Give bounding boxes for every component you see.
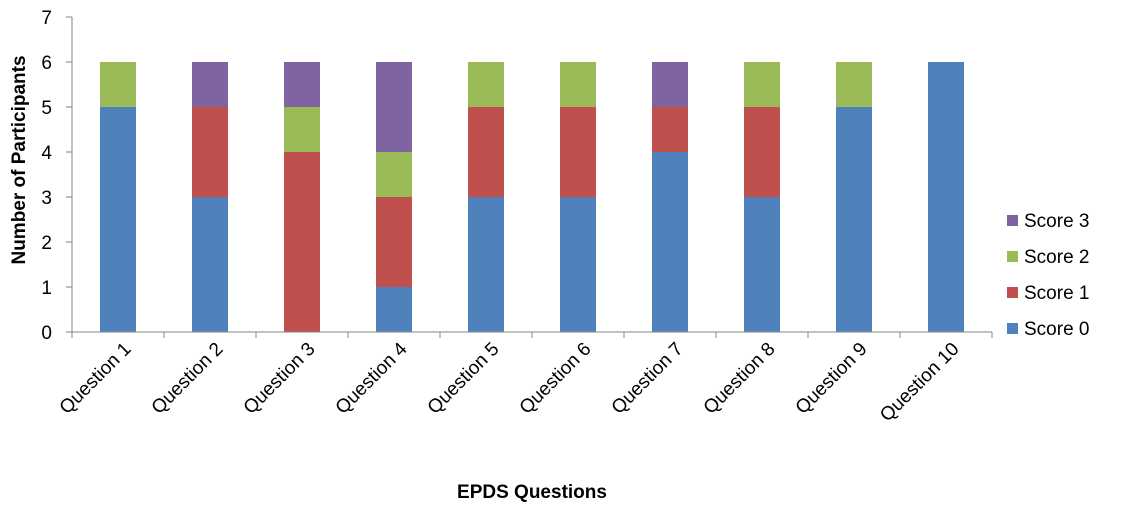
bar-segment-score-0-8 xyxy=(744,197,780,332)
bar-segment-score-2-5 xyxy=(468,62,504,107)
bar-segment-score-3-7 xyxy=(652,62,688,107)
legend-label: Score 0 xyxy=(1024,319,1089,340)
x-tick-label: Question 7 xyxy=(608,339,688,419)
x-tick-labels: Question 1 Question 2 Question 3 Question 4… xyxy=(56,338,964,426)
bar-segment-score-1-5 xyxy=(468,107,504,197)
bar-segment-score-2-8 xyxy=(744,62,780,107)
legend-swatch xyxy=(1007,251,1018,262)
x-tick-label: Question 4 xyxy=(332,338,412,418)
bar-segment-score-2-3 xyxy=(284,107,320,152)
y-tick-labels: 0 1 2 3 4 5 6 7 xyxy=(41,8,52,344)
legend-label: Score 2 xyxy=(1024,247,1089,268)
bar-segment-score-0-5 xyxy=(468,197,504,332)
legend-item: Score 2 xyxy=(1007,247,1089,268)
bar-segment-score-2-9 xyxy=(836,62,872,107)
y-axis-title: Number of Participants xyxy=(9,55,30,264)
legend-swatch xyxy=(1007,323,1018,334)
y-tick-label: 4 xyxy=(41,143,52,164)
bars-group xyxy=(100,62,964,332)
bar-segment-score-1-4 xyxy=(376,197,412,287)
axes-group xyxy=(66,16,993,338)
legend-label: Score 1 xyxy=(1024,283,1089,304)
bar-segment-score-1-7 xyxy=(652,107,688,152)
x-tick-label: Question 8 xyxy=(700,339,780,419)
bar-segment-score-0-10 xyxy=(928,62,964,332)
x-tick-label: Question 1 xyxy=(56,339,136,419)
legend-item: Score 1 xyxy=(1007,283,1089,304)
bar-segment-score-0-9 xyxy=(836,107,872,332)
legend: Score 3 Score 2 Score 1 Score 0 xyxy=(1007,211,1089,340)
bar-segment-score-0-7 xyxy=(652,152,688,332)
x-tick-label: Question 10 xyxy=(876,339,963,426)
y-tick-label: 0 xyxy=(41,323,52,344)
bar-segment-score-0-1 xyxy=(100,107,136,332)
bar-segment-score-1-8 xyxy=(744,107,780,197)
legend-label: Score 3 xyxy=(1024,211,1089,232)
y-tick-label: 3 xyxy=(41,188,52,209)
bar-segment-score-3-2 xyxy=(192,62,228,107)
bar-segment-score-2-4 xyxy=(376,152,412,197)
bar-segment-score-1-2 xyxy=(192,107,228,197)
bar-segment-score-1-6 xyxy=(560,107,596,197)
bar-segment-score-0-4 xyxy=(376,287,412,332)
bar-segment-score-0-6 xyxy=(560,197,596,332)
bar-segment-score-2-6 xyxy=(560,62,596,107)
x-tick-label: Question 2 xyxy=(148,339,228,419)
x-tick-label: Question 9 xyxy=(792,339,872,419)
y-tick-label: 6 xyxy=(41,53,52,74)
x-tick-label: Question 3 xyxy=(240,339,320,419)
legend-swatch xyxy=(1007,287,1018,298)
bar-segment-score-0-2 xyxy=(192,197,228,332)
y-tick-label: 2 xyxy=(41,233,52,254)
bar-segment-score-3-3 xyxy=(284,62,320,107)
bar-segment-score-2-1 xyxy=(100,62,136,107)
bar-segment-score-1-3 xyxy=(284,152,320,332)
x-axis-title: EPDS Questions xyxy=(457,482,607,503)
legend-swatch xyxy=(1007,215,1018,226)
bar-segment-score-3-4 xyxy=(376,62,412,152)
y-tick-label: 7 xyxy=(41,8,52,29)
y-tick-label: 5 xyxy=(41,98,52,119)
x-tick-label: Question 5 xyxy=(424,339,504,419)
legend-item: Score 3 xyxy=(1007,211,1089,232)
legend-item: Score 0 xyxy=(1007,319,1089,340)
y-tick-label: 1 xyxy=(41,278,52,299)
x-tick-label: Question 6 xyxy=(516,339,596,419)
